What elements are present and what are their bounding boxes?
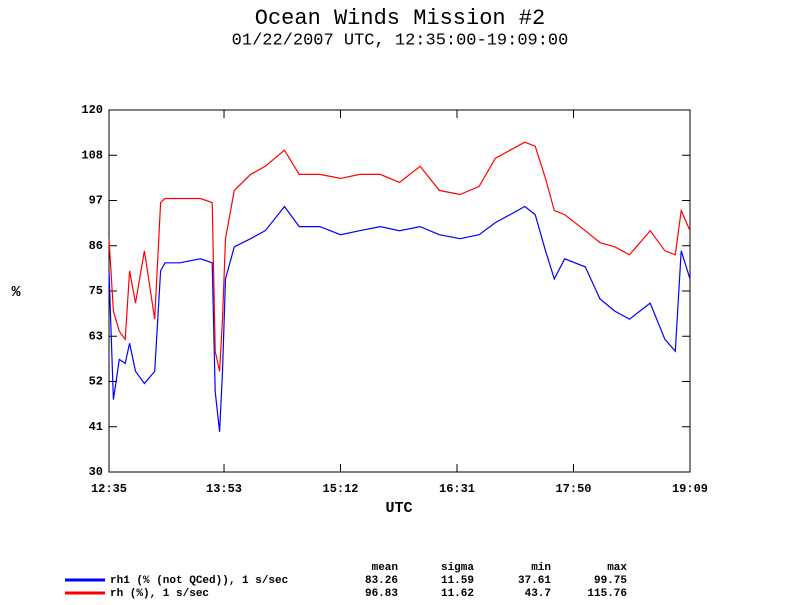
x-tick-label: 13:53 — [206, 482, 242, 496]
chart-subtitle: 01/22/2007 UTC, 12:35:00-19:09:00 — [232, 31, 569, 50]
y-tick-label: 41 — [89, 420, 103, 434]
stats-value: 11.62 — [441, 588, 474, 600]
y-tick-label: 97 — [89, 194, 103, 208]
data-line — [108, 205, 691, 432]
stats-header: sigma — [441, 562, 474, 574]
stats-value: 99.75 — [594, 575, 627, 587]
x-tick-label: 16:31 — [439, 482, 475, 496]
stats-value: 43.7 — [525, 588, 551, 600]
x-tick-label: 19:09 — [672, 482, 708, 496]
stats-value: 37.61 — [518, 575, 551, 587]
legend-label: rh1 (% (not QCed)), 1 s/sec — [110, 575, 288, 587]
y-axis-label: % — [11, 284, 21, 301]
chart-title: Ocean Winds Mission #2 — [255, 6, 545, 31]
plot-frame — [108, 109, 691, 473]
y-tick-label: 108 — [81, 148, 103, 162]
legend-label: rh (%), 1 s/sec — [110, 588, 209, 600]
stats-header: max — [607, 562, 627, 574]
y-tick-label: 52 — [89, 375, 103, 389]
x-axis-label: UTC — [385, 500, 412, 517]
y-tick-label: 30 — [89, 465, 103, 479]
x-tick-label: 12:35 — [91, 482, 127, 496]
y-tick-label: 63 — [89, 329, 103, 343]
x-tick-label: 15:12 — [323, 482, 359, 496]
stats-value: 96.83 — [365, 588, 398, 600]
stats-value: 83.26 — [365, 575, 398, 587]
stats-header: min — [531, 562, 551, 574]
stats-value: 115.76 — [587, 588, 627, 600]
y-tick-label: 75 — [89, 284, 103, 298]
data-line — [108, 141, 691, 372]
x-tick-label: 17:50 — [555, 482, 591, 496]
stats-header: mean — [372, 562, 398, 574]
stats-value: 11.59 — [441, 575, 474, 587]
y-tick-label: 120 — [81, 103, 103, 117]
y-tick-label: 86 — [89, 239, 103, 253]
